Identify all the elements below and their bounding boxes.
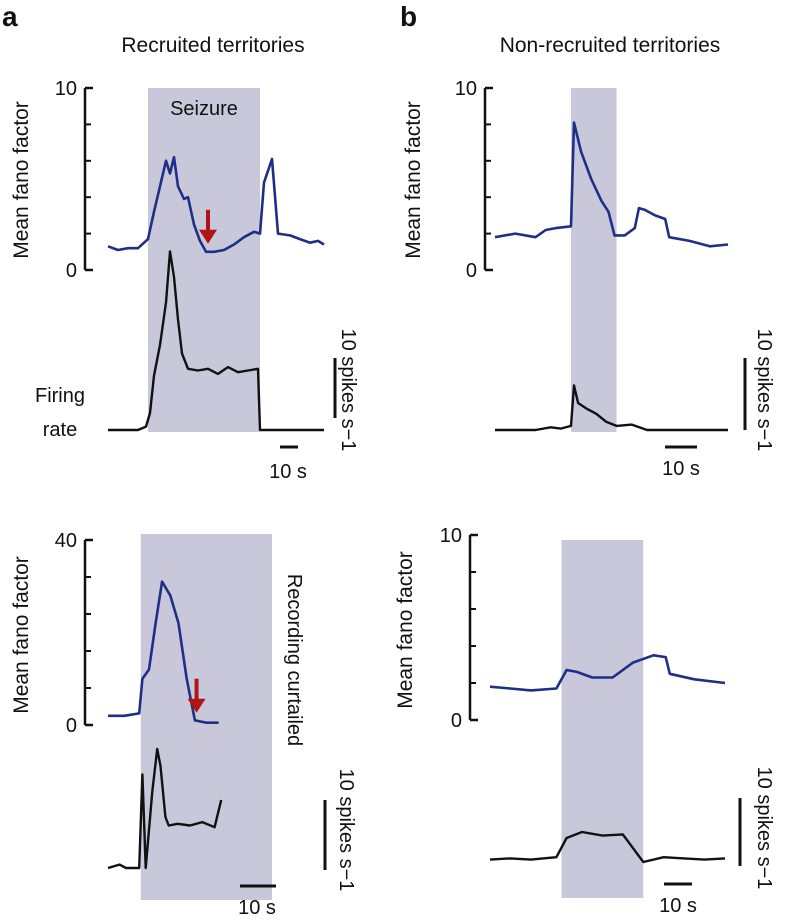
fano-series-b-top [494, 121, 729, 248]
rate-scale-label-a-bottom: 10 spikes s−1 [335, 769, 357, 892]
column-title-recruited: Recruited territories [121, 34, 304, 57]
y-tick-label-b-bottom-0: 0 [451, 710, 462, 732]
time-scale-label-b-bottom: 10 s [659, 895, 697, 917]
y-tick-label-b-top-0: 0 [466, 260, 477, 282]
time-scale-label-a-bottom: 10 s [238, 897, 276, 919]
y-tick-label-b-top-1: 10 [455, 78, 477, 100]
y-axis-label-b-top: Mean fano factor [402, 101, 425, 259]
firing-rate-label-line-1: rate [43, 419, 77, 441]
arrow-head-a-top-0 [199, 229, 217, 244]
y-tick-label-a-top-1: 10 [55, 78, 77, 100]
y-axis-label-b-bottom: Mean fano factor [394, 551, 417, 709]
firing-rate-series-b-bottom [489, 830, 726, 864]
panel-letter-b: b [400, 1, 417, 32]
shade-label-a-bottom: Recording curtailed [283, 574, 305, 746]
arrow-head-a-bottom-0 [187, 698, 206, 713]
firing-rate-label-line-0: Firing [35, 385, 85, 407]
y-tick-label-b-bottom-1: 10 [440, 525, 462, 547]
seizure-shade-a-bottom [140, 534, 272, 900]
seizure-shade-a-top [148, 88, 260, 432]
firing-rate-series-a-bottom [107, 747, 223, 870]
fano-series-b-bottom [489, 653, 726, 692]
shade-label-a-top: Seizure [170, 98, 238, 120]
y-tick-label-a-bottom-0: 0 [66, 715, 77, 737]
y-tick-label-a-top-0: 0 [66, 260, 77, 282]
firing-rate-series-b-top [495, 384, 728, 432]
time-scale-label-a-top: 10 s [269, 461, 307, 483]
rate-scale-label-a-top: 10 spikes s−1 [337, 329, 359, 452]
y-axis-label-a-top: Mean fano factor [10, 101, 33, 259]
firing-rate-series-a-top [108, 250, 324, 432]
y-axis-label-a-bottom: Mean fano factor [10, 556, 33, 714]
rate-scale-label-b-bottom: 10 spikes s−1 [753, 767, 775, 890]
fano-series-a-bottom [108, 580, 219, 725]
panel-letter-a: a [2, 1, 18, 32]
seizure-shade-b-bottom [561, 540, 644, 898]
time-scale-label-b-top: 10 s [662, 458, 700, 480]
fano-series-a-top [107, 155, 325, 254]
rate-scale-label-b-top: 10 spikes s−1 [753, 329, 775, 452]
column-title-non-recruited: Non-recruited territories [500, 34, 721, 57]
y-tick-label-a-bottom-1: 40 [55, 530, 77, 552]
